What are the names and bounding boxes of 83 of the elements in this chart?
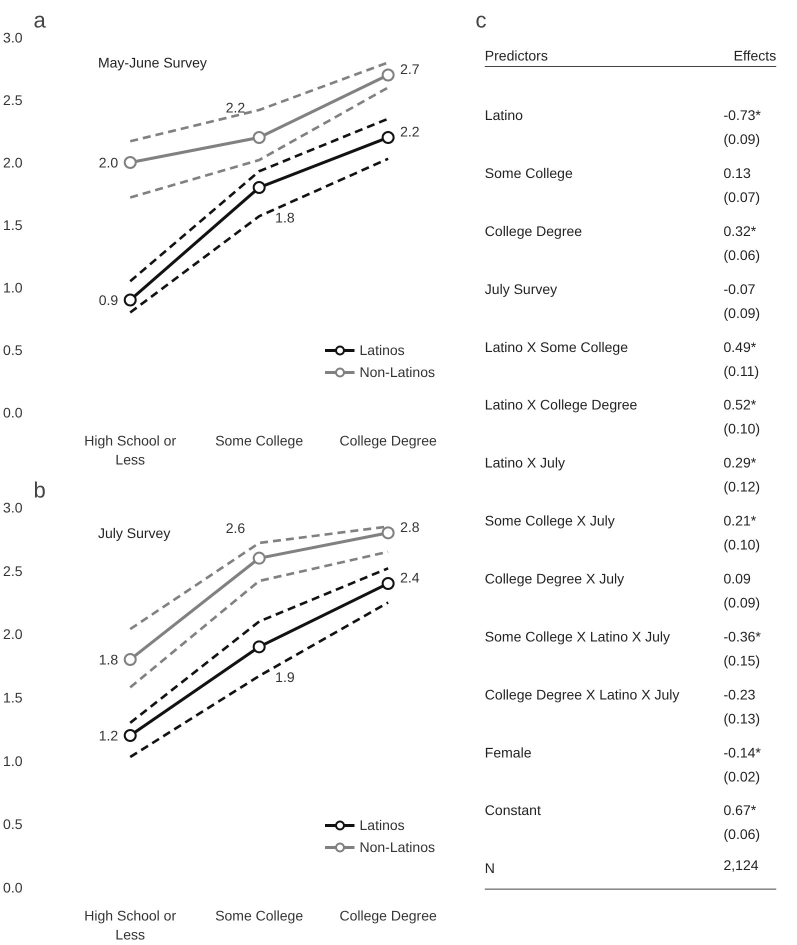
point bbox=[124, 156, 137, 169]
text: 0.29* (0.12) bbox=[724, 454, 760, 495]
category-label: College Degree X July bbox=[484, 570, 624, 587]
point bbox=[252, 131, 266, 144]
data-label: 2.6 bbox=[226, 520, 246, 536]
text: 0.09 (0.09) bbox=[724, 570, 760, 611]
y-tick-label: 1.5 bbox=[3, 217, 23, 233]
point bbox=[124, 729, 137, 742]
data-label: 2.8 bbox=[400, 518, 420, 535]
text: -0.23 (0.13) bbox=[724, 686, 760, 726]
legend-label: Latinos bbox=[360, 817, 405, 833]
text: July Survey bbox=[98, 524, 170, 541]
x-tick-label: Some College bbox=[215, 908, 304, 924]
text: Predictors bbox=[484, 48, 548, 64]
data-label: 1.8 bbox=[98, 652, 118, 668]
text: -0.36* (0.15) bbox=[724, 628, 761, 668]
y-tick-label: 1.5 bbox=[3, 690, 23, 706]
y-tick-label: 2.5 bbox=[3, 562, 23, 579]
category-label: College Degree bbox=[484, 222, 582, 239]
y-tick-label: 0.0 bbox=[3, 404, 23, 420]
point bbox=[252, 181, 266, 194]
x-tick-label: College Degree bbox=[339, 908, 437, 924]
data-label: 2.2 bbox=[226, 100, 246, 116]
category-label: Latino X Some College bbox=[484, 338, 628, 355]
x-tick-label: Some College bbox=[215, 432, 304, 448]
x-tick-label: College Degree bbox=[339, 432, 437, 448]
text: May-June Survey bbox=[98, 54, 207, 70]
category-label: Female bbox=[484, 744, 532, 760]
text: -0.14* (0.02) bbox=[724, 744, 761, 784]
category-label: Latino bbox=[484, 107, 524, 124]
data-label: 1.9 bbox=[275, 668, 295, 685]
text: 0.67* (0.06) bbox=[724, 802, 760, 842]
point bbox=[124, 294, 137, 306]
point bbox=[382, 131, 395, 144]
point bbox=[252, 640, 266, 654]
text: 0.21* (0.10) bbox=[724, 512, 760, 553]
category-label: Latino X College Degree bbox=[484, 396, 638, 413]
data-label: 0.9 bbox=[98, 292, 118, 308]
data-label: 1.2 bbox=[98, 728, 118, 744]
legend-label: Non-Latinos bbox=[360, 839, 435, 855]
point bbox=[382, 577, 395, 590]
y-tick-label: 0.5 bbox=[3, 342, 23, 358]
y-tick-label: 1.0 bbox=[3, 280, 23, 296]
category-label: July Survey bbox=[484, 280, 558, 297]
data-label: 2.4 bbox=[400, 570, 420, 586]
text: Effects bbox=[734, 48, 776, 64]
y-tick-label: 0.0 bbox=[3, 880, 23, 896]
category-label: Some College X Latino X July bbox=[484, 628, 670, 644]
data-label: 2.2 bbox=[400, 124, 420, 140]
x-tick-label: High School or Less bbox=[84, 908, 176, 943]
point bbox=[252, 552, 266, 565]
text: -0.73* (0.09) bbox=[724, 107, 761, 148]
y-tick-label: 3.0 bbox=[3, 30, 23, 46]
y-tick-label: 0.5 bbox=[3, 816, 23, 832]
text: -0.07 (0.09) bbox=[724, 280, 760, 321]
text: 0.52* (0.10) bbox=[724, 396, 760, 437]
legend-label: Latinos bbox=[360, 342, 405, 358]
y-tick-label: 2.0 bbox=[3, 154, 23, 170]
point bbox=[382, 526, 395, 540]
y-tick-label: 1.0 bbox=[3, 752, 23, 769]
point bbox=[382, 68, 395, 82]
text: 2,124 bbox=[724, 857, 759, 874]
chart-title: a bbox=[34, 8, 46, 32]
y-tick-label: 2.5 bbox=[3, 92, 23, 108]
text: 0.13 (0.07) bbox=[724, 164, 760, 205]
category-label: Some College X July bbox=[484, 512, 615, 529]
category-label: Some College bbox=[484, 164, 573, 181]
x-tick-label: High School or Less bbox=[84, 432, 176, 468]
data-label: 2.0 bbox=[98, 154, 118, 170]
category-label: College Degree X Latino X July bbox=[484, 686, 680, 702]
data-label: 2.7 bbox=[400, 61, 420, 77]
category-label: Latino X July bbox=[484, 454, 565, 471]
data-label: 1.8 bbox=[275, 210, 295, 226]
category-label: Constant bbox=[484, 802, 541, 818]
text: c bbox=[476, 8, 486, 32]
y-tick-label: 2.0 bbox=[3, 626, 23, 642]
point bbox=[124, 653, 137, 666]
text: 0.32* (0.06) bbox=[724, 222, 760, 263]
y-tick-label: 3.0 bbox=[3, 500, 23, 516]
category-label: N bbox=[484, 860, 495, 876]
legend-label: Non-Latinos bbox=[360, 364, 435, 380]
chart-title: b bbox=[34, 478, 46, 502]
text: 0.49* (0.11) bbox=[724, 338, 760, 379]
